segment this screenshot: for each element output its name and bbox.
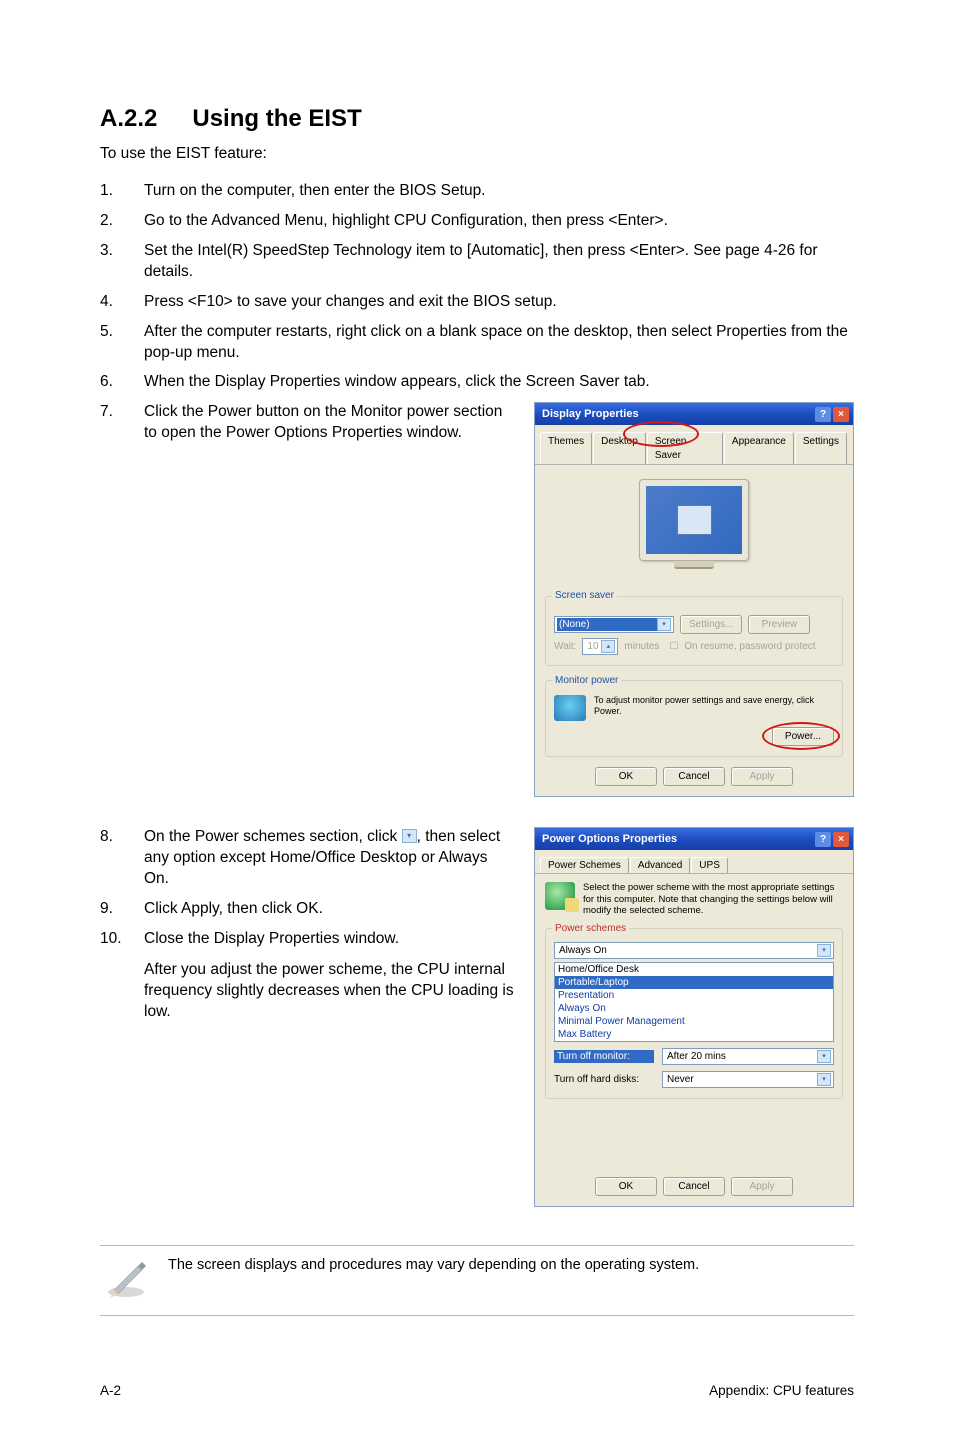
step-num: 10. bbox=[100, 929, 122, 950]
battery-plug-icon bbox=[545, 882, 575, 910]
tab-themes[interactable]: Themes bbox=[540, 432, 592, 464]
scheme-option[interactable]: Max Battery bbox=[555, 1028, 833, 1041]
preview-button[interactable]: Preview bbox=[748, 615, 810, 634]
tab-row: Power Schemes Advanced UPS bbox=[535, 853, 853, 874]
tab-advanced[interactable]: Advanced bbox=[630, 857, 690, 873]
close-icon[interactable]: × bbox=[833, 832, 849, 847]
wait-label: Wait: bbox=[554, 640, 576, 654]
step-num: 9. bbox=[100, 899, 113, 920]
fieldset-legend: Power schemes bbox=[552, 923, 629, 934]
tab-ups[interactable]: UPS bbox=[691, 857, 728, 873]
step-num: 8. bbox=[100, 827, 113, 848]
apply-button[interactable]: Apply bbox=[731, 767, 793, 786]
step-text: Click Apply, then click OK. bbox=[144, 899, 516, 920]
monitor-preview bbox=[632, 479, 757, 579]
scheme-select[interactable]: Always On ▾ bbox=[554, 942, 834, 959]
chevron-down-icon: ▾ bbox=[817, 1050, 831, 1063]
step-num: 3. bbox=[100, 241, 113, 262]
pencil-note-icon bbox=[104, 1256, 148, 1305]
scheme-option[interactable]: Always On bbox=[555, 1002, 833, 1015]
step-num: 1. bbox=[100, 181, 113, 202]
wait-spinner[interactable]: 10▴ bbox=[582, 638, 618, 655]
scheme-option[interactable]: Minimal Power Management bbox=[555, 1015, 833, 1028]
tab-power-schemes[interactable]: Power Schemes bbox=[540, 857, 629, 873]
cancel-button[interactable]: Cancel bbox=[663, 767, 725, 786]
step-text: Turn on the computer, then enter the BIO… bbox=[144, 181, 854, 202]
help-icon[interactable]: ? bbox=[815, 832, 831, 847]
section-heading: A.2.2 Using the EIST bbox=[100, 105, 854, 133]
page-number: A-2 bbox=[100, 1383, 121, 1398]
turnoff-monitor-label: Turn off monitor: bbox=[554, 1050, 654, 1063]
step-num: 5. bbox=[100, 322, 113, 343]
scheme-option[interactable]: Presentation bbox=[555, 989, 833, 1002]
chevron-down-icon: ▾ bbox=[657, 618, 671, 631]
tab-screensaver[interactable]: Screen Saver bbox=[647, 432, 723, 464]
spinner-icon: ▴ bbox=[601, 640, 615, 653]
screensaver-fieldset: Screen saver (None) ▾ Settings... Previe… bbox=[545, 589, 843, 666]
note-text: The screen displays and procedures may v… bbox=[168, 1256, 699, 1276]
step-num: 6. bbox=[100, 372, 113, 393]
power-desc: To adjust monitor power settings and sav… bbox=[594, 695, 834, 717]
tab-desktop[interactable]: Desktop bbox=[593, 432, 646, 464]
tab-settings[interactable]: Settings bbox=[795, 432, 847, 464]
scheme-listbox[interactable]: Home/Office Desk Portable/Laptop Present… bbox=[554, 962, 834, 1042]
energy-icon bbox=[554, 695, 586, 721]
help-icon[interactable]: ? bbox=[815, 407, 831, 422]
turnoff-hdd-select[interactable]: Never ▾ bbox=[662, 1071, 834, 1088]
step-num: 2. bbox=[100, 211, 113, 232]
password-checkbox-label: On resume, password protect bbox=[684, 640, 815, 654]
step-text: Press <F10> to save your changes and exi… bbox=[144, 292, 854, 313]
ok-button[interactable]: OK bbox=[595, 767, 657, 786]
turnoff-monitor-select[interactable]: After 20 mins ▾ bbox=[662, 1048, 834, 1065]
info-text: Select the power scheme with the most ap… bbox=[583, 882, 843, 916]
section-number: A.2.2 bbox=[100, 105, 157, 133]
step-text: Click the Power button on the Monitor po… bbox=[144, 402, 516, 444]
tab-row: Themes Desktop Screen Saver Appearance S… bbox=[535, 428, 853, 465]
step-text: Set the Intel(R) SpeedStep Technology it… bbox=[144, 241, 854, 283]
cancel-button[interactable]: Cancel bbox=[663, 1177, 725, 1196]
footer-title: Appendix: CPU features bbox=[709, 1383, 854, 1398]
dialog-title: Power Options Properties bbox=[542, 833, 677, 845]
step-list: 1. Turn on the computer, then enter the B… bbox=[100, 181, 854, 797]
apply-button[interactable]: Apply bbox=[731, 1177, 793, 1196]
step-text: Close the Display Properties window. bbox=[144, 929, 516, 950]
step-num: 7. bbox=[100, 402, 113, 423]
intro-text: To use the EIST feature: bbox=[100, 145, 854, 163]
ok-button[interactable]: OK bbox=[595, 1177, 657, 1196]
page-footer: A-2 Appendix: CPU features bbox=[100, 1382, 854, 1398]
fieldset-legend: Screen saver bbox=[552, 589, 617, 603]
step-list-2: 8. On the Power schemes section, click ▾… bbox=[100, 827, 516, 1022]
close-icon[interactable]: × bbox=[833, 407, 849, 422]
fieldset-legend: Monitor power bbox=[552, 674, 621, 688]
power-button[interactable]: Power... bbox=[772, 727, 834, 746]
power-options-dialog: Power Options Properties ? × Power Schem… bbox=[534, 827, 854, 1206]
step-text: Go to the Advanced Menu, highlight CPU C… bbox=[144, 211, 854, 232]
turnoff-hdd-label: Turn off hard disks: bbox=[554, 1074, 654, 1085]
chevron-down-icon: ▾ bbox=[402, 829, 417, 843]
scheme-option[interactable]: Portable/Laptop bbox=[555, 976, 833, 989]
titlebar: Power Options Properties ? × bbox=[535, 828, 853, 850]
dialog-title: Display Properties bbox=[542, 407, 639, 422]
tab-appearance[interactable]: Appearance bbox=[724, 432, 794, 464]
step-text: After the computer restarts, right click… bbox=[144, 322, 854, 364]
display-properties-dialog: Display Properties ? × Themes Desktop Sc… bbox=[534, 402, 854, 797]
titlebar: Display Properties ? × bbox=[535, 403, 853, 425]
step-text: When the Display Properties window appea… bbox=[144, 372, 854, 393]
monitor-power-fieldset: Monitor power To adjust monitor power se… bbox=[545, 674, 843, 758]
step-num: 4. bbox=[100, 292, 113, 313]
power-schemes-fieldset: Power schemes Always On ▾ Home/Office De… bbox=[545, 923, 843, 1099]
chevron-down-icon: ▾ bbox=[817, 944, 831, 957]
step-text: On the Power schemes section, click ▾, t… bbox=[144, 827, 516, 890]
section-title: Using the EIST bbox=[192, 105, 361, 132]
settings-button[interactable]: Settings... bbox=[680, 615, 742, 634]
screensaver-select[interactable]: (None) ▾ bbox=[554, 616, 674, 633]
scheme-option[interactable]: Home/Office Desk bbox=[555, 963, 833, 976]
step-text-extra: After you adjust the power scheme, the C… bbox=[144, 960, 516, 1023]
minutes-label: minutes bbox=[624, 640, 659, 654]
chevron-down-icon: ▾ bbox=[817, 1073, 831, 1086]
note-box: The screen displays and procedures may v… bbox=[100, 1245, 854, 1316]
